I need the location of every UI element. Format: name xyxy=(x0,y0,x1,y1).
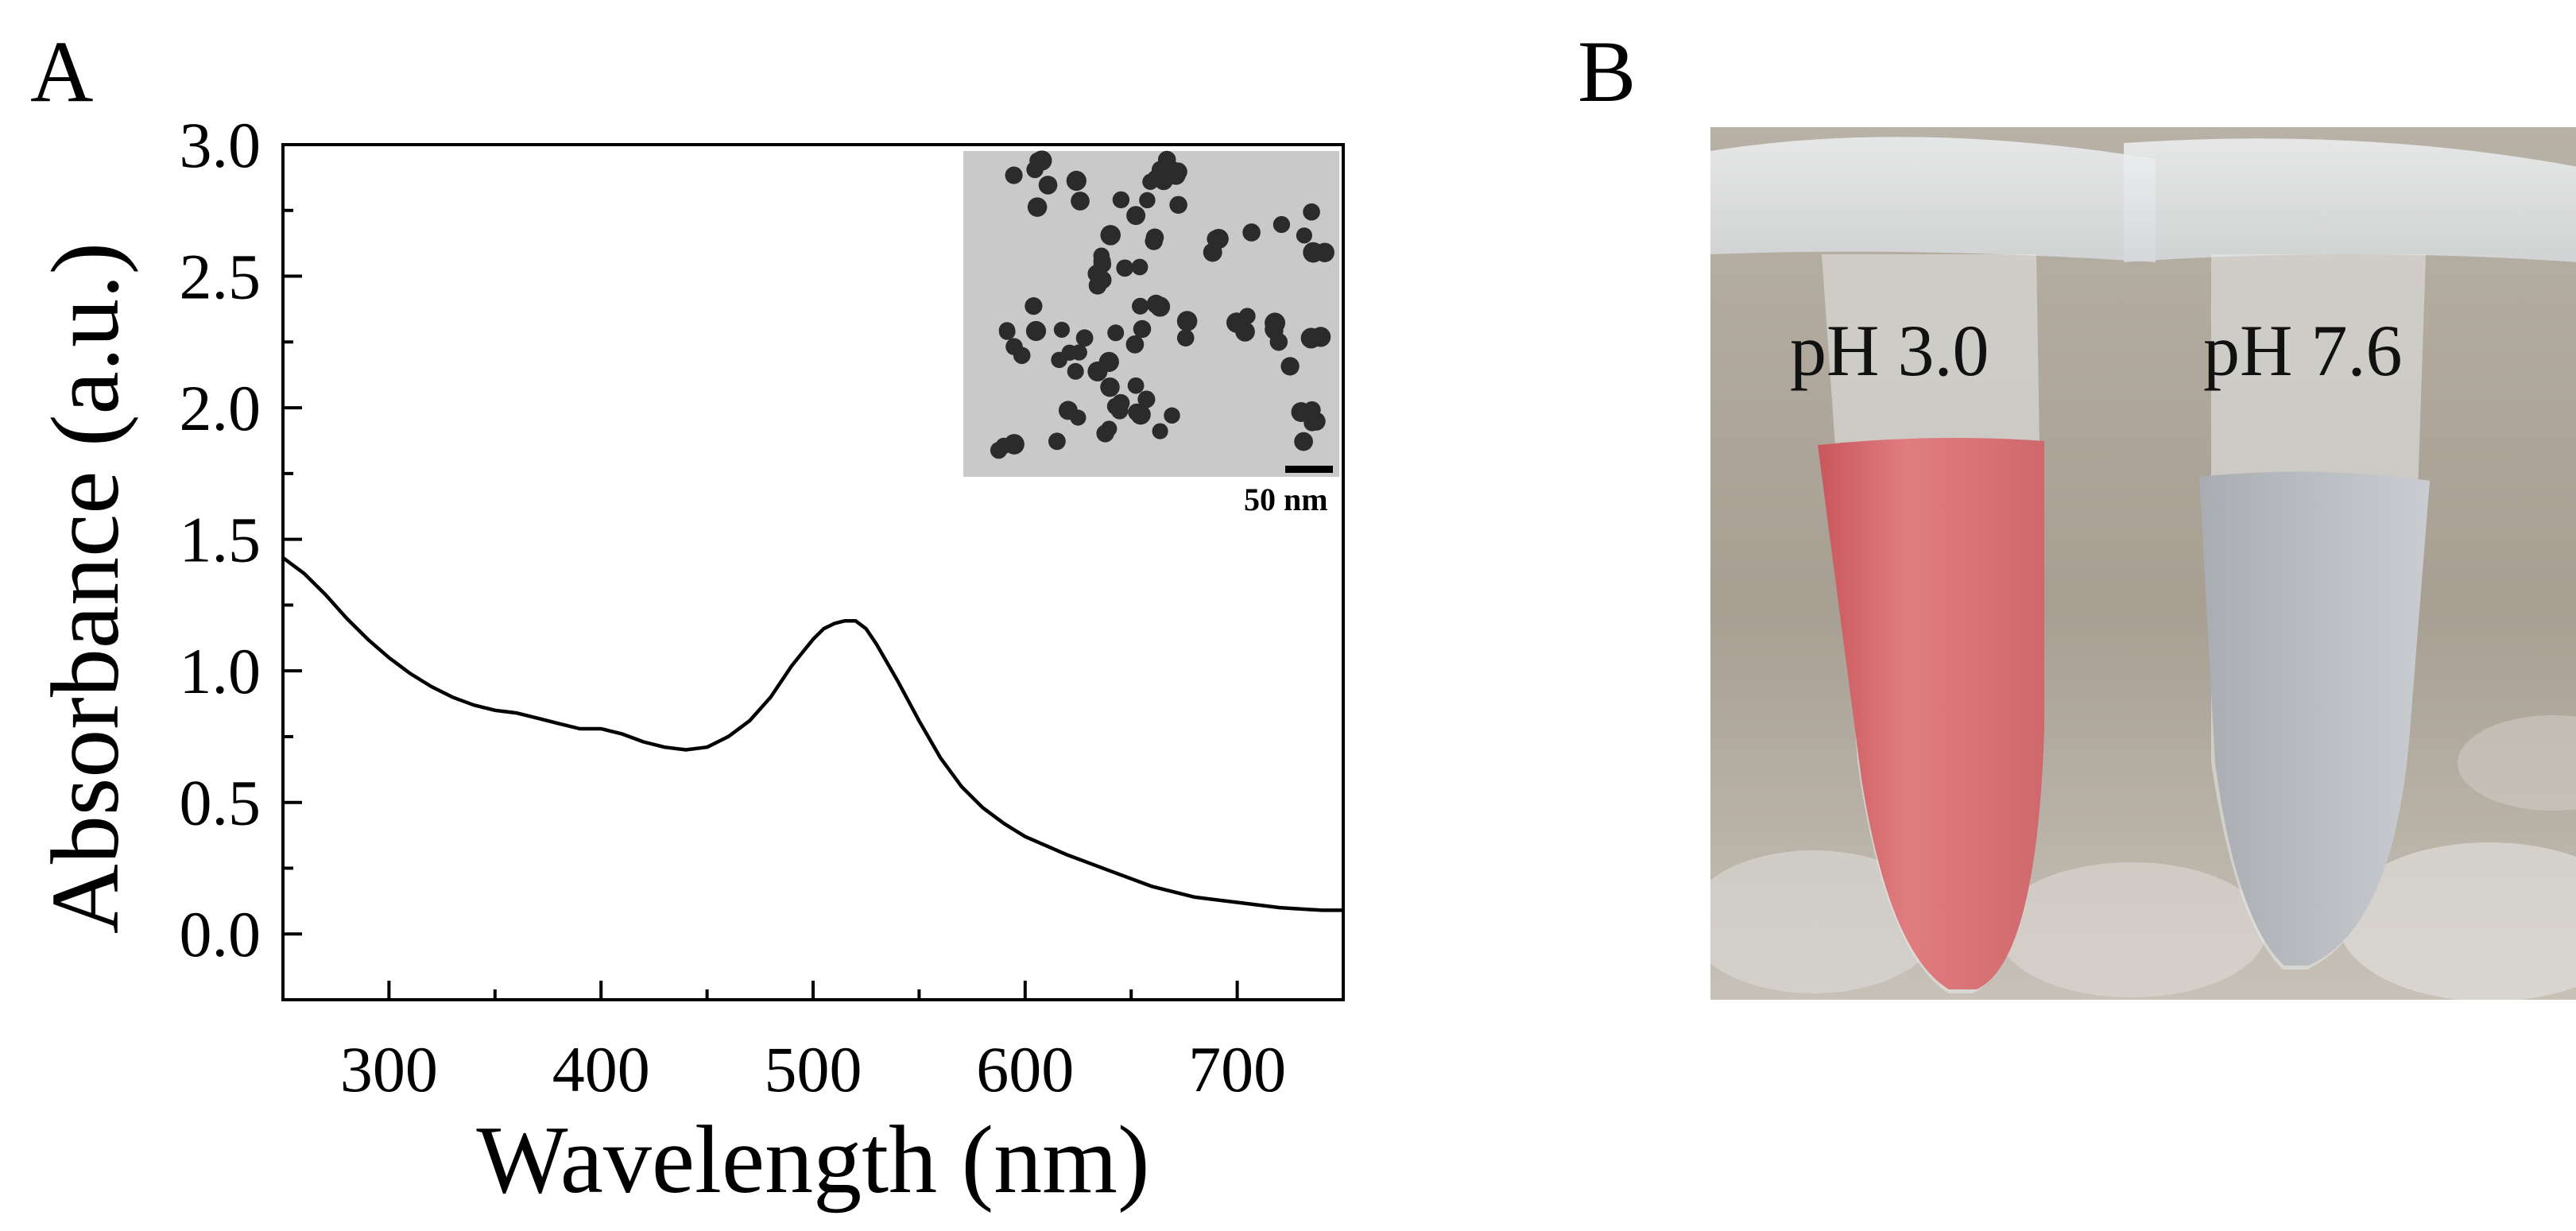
nanoparticle xyxy=(1294,432,1313,451)
absorbance-chart: 300 400 500 600 700 0.0 0.5 1.0 1.5 2.0 2.5 3.0 50 … xyxy=(32,109,1345,1214)
nanoparticle xyxy=(1025,320,1047,342)
nanoparticle xyxy=(1130,404,1151,425)
nanoparticle xyxy=(1307,412,1326,431)
nanoparticle xyxy=(1235,322,1255,342)
nanoparticle xyxy=(1132,297,1149,315)
nanoparticle xyxy=(1087,361,1108,381)
nanoparticle xyxy=(1116,259,1134,277)
nanoparticle xyxy=(1013,346,1031,365)
scale-bar xyxy=(1285,466,1333,473)
x-tick-label: 500 xyxy=(765,1033,862,1105)
rack-well xyxy=(1710,850,1941,993)
nanoparticle xyxy=(1242,223,1261,242)
nanoparticle xyxy=(1066,170,1087,192)
tem-inset: 50 nm xyxy=(963,150,1339,517)
y-tick-label: 1.0 xyxy=(180,635,261,707)
nanoparticle xyxy=(1107,324,1125,342)
rack-well xyxy=(2338,842,2576,1000)
nanoparticle xyxy=(1146,294,1166,314)
nanoparticle xyxy=(1051,351,1067,369)
nanoparticle xyxy=(1137,390,1156,408)
nanoparticle xyxy=(1125,335,1145,354)
nanoparticle xyxy=(1100,377,1120,397)
nanoparticle xyxy=(1100,225,1121,246)
nanoparticle xyxy=(1093,270,1112,289)
y-tick-label: 0.5 xyxy=(180,767,261,839)
rack-well xyxy=(1997,862,2267,997)
nanoparticle xyxy=(1176,329,1195,347)
nanoparticle xyxy=(995,437,1013,455)
x-tick-label: 600 xyxy=(976,1033,1074,1105)
panel-label-a: A xyxy=(30,23,94,120)
y-tick-label: 2.0 xyxy=(180,372,261,444)
nanoparticle xyxy=(1005,166,1023,184)
y-axis-label: Absorbance (a.u.) xyxy=(32,242,139,935)
nanoparticle xyxy=(1067,362,1084,380)
nanoparticle xyxy=(1238,308,1256,325)
tube-cap-right xyxy=(2124,138,2576,262)
nanoparticle xyxy=(1157,150,1176,169)
nanoparticle xyxy=(1053,321,1070,338)
tube-right-label: pH 7.6 xyxy=(2203,310,2403,391)
y-tick-label: 0.0 xyxy=(180,898,261,970)
nanoparticle xyxy=(1058,401,1078,420)
nanoparticle xyxy=(1127,377,1145,394)
nanoparticle xyxy=(1152,168,1169,186)
x-axis-label: Wavelength (nm) xyxy=(476,1106,1149,1214)
panel-label-b: B xyxy=(1578,23,1637,120)
x-tick-label: 400 xyxy=(552,1033,650,1105)
tube-cap-left xyxy=(1710,137,2156,262)
nanoparticle xyxy=(1106,397,1125,415)
nanoparticle xyxy=(1096,424,1114,443)
nanoparticle xyxy=(1273,215,1291,234)
nanoparticle xyxy=(1126,206,1146,226)
nanoparticle xyxy=(1315,242,1334,262)
tube-left-solution xyxy=(1818,438,2044,989)
tube-photo-drawing xyxy=(1710,127,2576,1000)
nanoparticle xyxy=(1145,232,1163,250)
axis-ticks: 300 400 500 600 700 0.0 0.5 1.0 1.5 2.0 2.5 3.0 xyxy=(180,109,1345,1105)
nanoparticle xyxy=(1048,432,1066,451)
nanoparticle xyxy=(1038,176,1058,195)
nanoparticle xyxy=(1071,192,1090,211)
tube-right-solution xyxy=(2199,471,2430,966)
series-line xyxy=(281,555,1343,912)
nanoparticle xyxy=(1112,191,1130,209)
nanoparticle xyxy=(1269,332,1288,351)
nanoparticle xyxy=(1169,195,1187,215)
x-tick-label: 300 xyxy=(340,1033,438,1105)
tube-left-label: pH 3.0 xyxy=(1790,310,1989,391)
x-tick-label: 700 xyxy=(1188,1033,1286,1105)
nanoparticle xyxy=(1176,311,1198,331)
nanoparticle xyxy=(1303,203,1320,221)
nanoparticle xyxy=(1265,312,1286,334)
tube-photo: pH 3.0 pH 7.6 xyxy=(1710,127,2576,1000)
nanoparticle xyxy=(1026,161,1044,179)
nanoparticle xyxy=(1133,319,1152,339)
scale-bar-label: 50 nm xyxy=(1244,482,1328,517)
nanoparticle xyxy=(1075,329,1094,347)
rack-well xyxy=(2458,715,2576,811)
nanoparticle xyxy=(1164,407,1180,424)
nanoparticle xyxy=(998,323,1016,340)
nanoparticles xyxy=(990,150,1334,459)
nanoparticle xyxy=(1207,230,1224,248)
y-tick-label: 2.5 xyxy=(180,241,261,313)
nanoparticle xyxy=(1139,192,1156,209)
nanoparticle xyxy=(1071,344,1087,361)
nanoparticle xyxy=(1280,357,1300,376)
nanoparticle xyxy=(1027,197,1048,217)
nanoparticle xyxy=(1166,165,1186,185)
nanoparticle xyxy=(1296,227,1312,244)
nanoparticle xyxy=(1025,297,1043,315)
nanoparticle xyxy=(1152,423,1168,439)
y-tick-label: 1.5 xyxy=(180,504,261,576)
nanoparticle xyxy=(1300,327,1322,349)
nanoparticle xyxy=(1131,258,1149,276)
nanoparticle xyxy=(1093,247,1110,265)
nanoparticle xyxy=(1291,402,1311,422)
y-tick-label: 3.0 xyxy=(180,109,261,181)
